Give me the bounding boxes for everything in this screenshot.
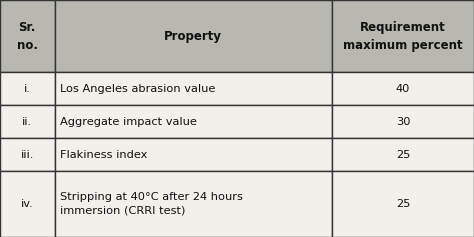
Bar [0, 0, 55, 73]
Bar [332, 105, 474, 138]
Text: Aggregate impact value: Aggregate impact value [60, 117, 197, 127]
Bar [0, 171, 55, 237]
Text: ii.: ii. [22, 117, 32, 127]
Text: iv.: iv. [21, 199, 34, 209]
Text: 25: 25 [396, 150, 410, 160]
Text: Requirement
maximum percent: Requirement maximum percent [343, 21, 463, 52]
Bar [55, 105, 332, 138]
Bar [332, 138, 474, 171]
Bar [0, 138, 55, 171]
Text: Los Angeles abrasion value: Los Angeles abrasion value [60, 84, 216, 94]
Bar [55, 0, 332, 73]
Bar [332, 73, 474, 105]
Text: i.: i. [24, 84, 31, 94]
Bar [332, 0, 474, 73]
Bar [0, 105, 55, 138]
Bar [55, 171, 332, 237]
Text: iii.: iii. [20, 150, 34, 160]
Bar [55, 138, 332, 171]
Bar [0, 73, 55, 105]
Text: 30: 30 [396, 117, 410, 127]
Text: Property: Property [164, 30, 222, 43]
Text: 25: 25 [396, 199, 410, 209]
Bar [55, 73, 332, 105]
Text: Flakiness index: Flakiness index [60, 150, 147, 160]
Text: Stripping at 40°C after 24 hours
immersion (CRRI test): Stripping at 40°C after 24 hours immersi… [60, 192, 243, 216]
Text: 40: 40 [396, 84, 410, 94]
Text: Sr.
no.: Sr. no. [17, 21, 38, 52]
Bar [332, 171, 474, 237]
